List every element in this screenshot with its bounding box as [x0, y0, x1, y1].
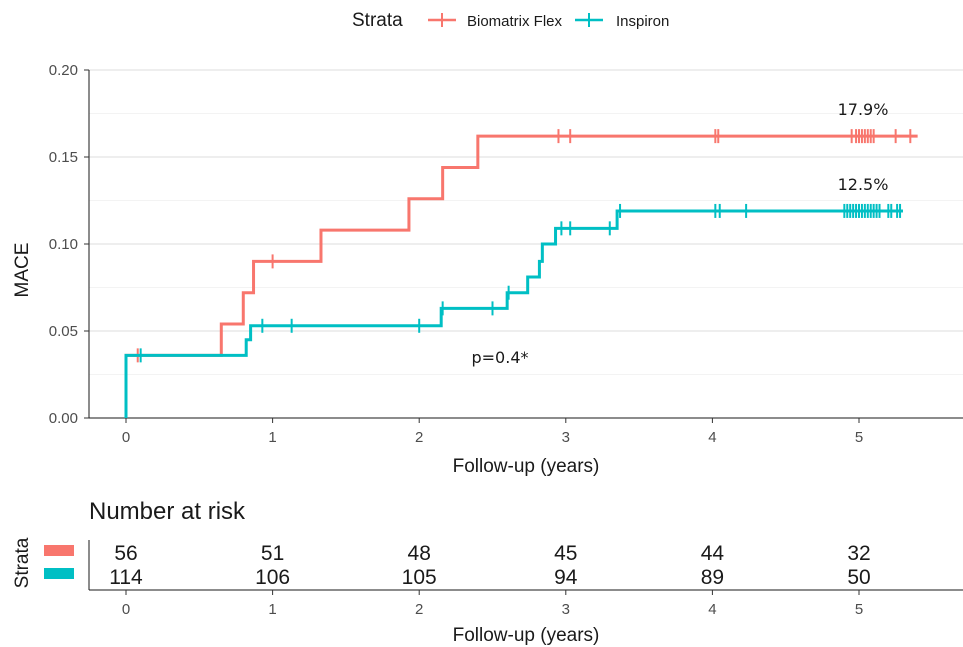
risk-x-tick-label: 1 [268, 601, 276, 618]
x-tick-label: 4 [708, 429, 716, 446]
y-tick-label: 0.15 [49, 149, 78, 166]
y-tick-label: 0.00 [49, 410, 78, 427]
x-axis-ticks: 0 1 2 3 4 5 [122, 418, 863, 446]
km-curve-biomatrix [124, 134, 918, 418]
risk-x-tick-label: 3 [562, 601, 570, 618]
y-axis-title: MACE [12, 243, 33, 298]
risk-count: 114 [109, 566, 143, 589]
risk-x-tick-label: 4 [708, 601, 716, 618]
risk-row-key-inspiron [44, 568, 74, 579]
risk-count: 45 [554, 542, 577, 565]
risk-x-tick-label: 2 [415, 601, 423, 618]
gridlines [89, 69, 963, 375]
risk-x-tick-label: 5 [855, 601, 863, 618]
legend-label-inspiron: Inspiron [616, 13, 669, 30]
risk-count: 94 [554, 566, 578, 589]
end-label-inspiron: 12.5% [838, 175, 889, 194]
x-tick-label: 2 [415, 429, 423, 446]
x-tick-label: 5 [855, 429, 863, 446]
risk-count: 105 [402, 566, 437, 589]
legend-label-biomatrix: Biomatrix Flex [467, 13, 563, 30]
y-tick-label: 0.10 [49, 236, 78, 253]
km-curve-inspiron [124, 209, 903, 418]
y-axis-ticks: 0.00 0.05 0.10 0.15 0.20 [49, 62, 89, 427]
risk-count: 48 [408, 542, 431, 565]
risk-x-tick-label: 0 [122, 601, 130, 618]
risk-count: 89 [701, 566, 724, 589]
risk-count: 56 [114, 542, 137, 565]
risk-count: 32 [847, 542, 870, 565]
risk-count: 50 [847, 566, 870, 589]
legend-item-biomatrix[interactable]: Biomatrix Flex [428, 13, 563, 30]
risk-count: 44 [701, 542, 725, 565]
risk-count: 51 [261, 542, 284, 565]
risk-count: 106 [255, 566, 290, 589]
risk-x-axis-title: Follow-up (years) [453, 625, 600, 646]
legend: Strata Biomatrix Flex Inspiron [352, 10, 669, 31]
x-tick-label: 1 [268, 429, 276, 446]
x-tick-label: 0 [122, 429, 130, 446]
p-value-annotation: p=0.4* [471, 348, 528, 367]
series-group [124, 129, 918, 418]
risk-table-title: Number at risk [89, 498, 246, 525]
risk-x-axis-ticks: 0 1 2 3 4 5 [122, 590, 863, 618]
legend-title: Strata [352, 10, 403, 31]
risk-row-key-biomatrix [44, 545, 74, 556]
x-axis-title: Follow-up (years) [453, 456, 600, 477]
y-tick-label: 0.05 [49, 323, 78, 340]
x-tick-label: 3 [562, 429, 570, 446]
legend-item-inspiron[interactable]: Inspiron [575, 13, 669, 30]
risk-table-ylabel: Strata [12, 537, 33, 588]
end-label-biomatrix: 17.9% [838, 100, 889, 119]
risk-numbers: 56 51 48 45 44 32 114 106 105 94 89 50 [109, 542, 870, 589]
y-tick-label: 0.20 [49, 62, 78, 79]
